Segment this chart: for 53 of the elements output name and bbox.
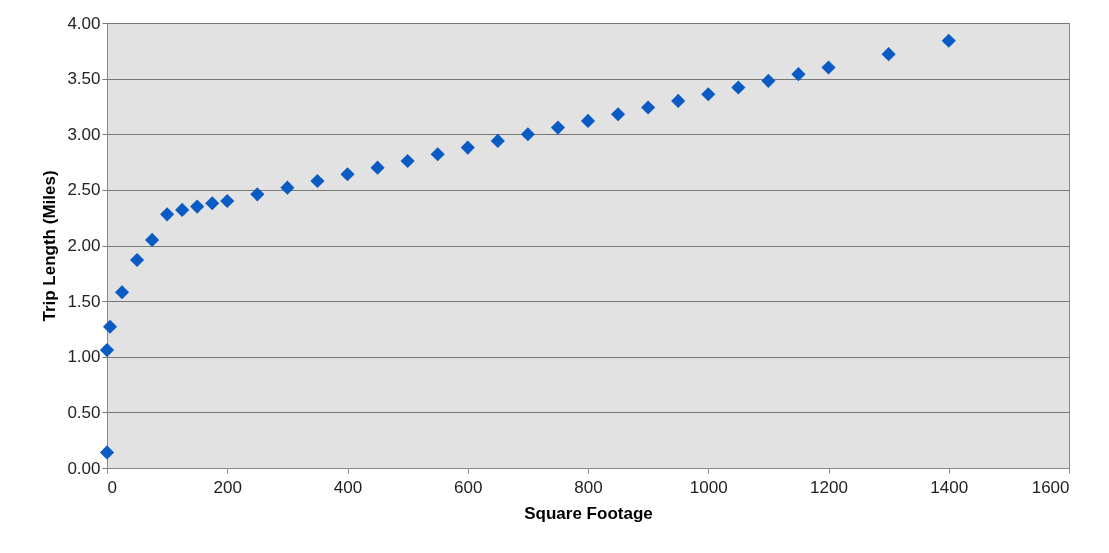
point xyxy=(460,140,475,155)
y-tick-label: 3.00 xyxy=(67,124,101,144)
point xyxy=(701,87,716,102)
point xyxy=(99,343,115,358)
x-axis-title: Square Footage xyxy=(524,503,653,523)
point xyxy=(160,207,175,222)
point xyxy=(881,47,896,62)
point xyxy=(490,133,505,148)
point xyxy=(129,252,145,268)
x-tick-label: 1000 xyxy=(689,477,728,497)
point xyxy=(340,167,355,182)
point xyxy=(220,193,235,209)
point xyxy=(610,107,626,122)
point xyxy=(175,202,190,217)
point xyxy=(641,100,656,115)
y-tick-label: 0.50 xyxy=(67,402,101,422)
x-tick-label: 600 xyxy=(454,477,483,497)
point xyxy=(310,173,325,189)
y-tick-label: 0.00 xyxy=(67,458,101,478)
x-tick-label: 400 xyxy=(333,477,363,497)
y-axis-title: Trip Length (Miles) xyxy=(40,170,60,322)
point xyxy=(520,127,535,142)
point xyxy=(821,60,836,75)
x-tick-label: 1600 xyxy=(1031,477,1070,497)
point xyxy=(671,93,686,108)
point xyxy=(791,67,806,82)
point xyxy=(280,180,295,195)
point xyxy=(941,33,956,48)
y-tick-label: 1.00 xyxy=(67,347,101,367)
x-tick-label: 200 xyxy=(213,477,242,497)
point xyxy=(145,232,160,248)
x-tick-label: 0 xyxy=(107,477,117,497)
point xyxy=(205,196,220,211)
point xyxy=(731,80,746,95)
x-tick-label: 800 xyxy=(574,477,603,497)
point xyxy=(250,187,265,202)
point xyxy=(580,113,596,128)
point xyxy=(550,120,566,135)
point xyxy=(430,147,445,162)
point xyxy=(370,160,385,175)
point xyxy=(114,285,130,300)
y-tick-label: 3.50 xyxy=(67,69,101,89)
x-tick-label: 1200 xyxy=(810,477,848,497)
point xyxy=(400,153,415,169)
point xyxy=(102,319,118,334)
point xyxy=(99,445,115,460)
y-tick-label: 2.50 xyxy=(67,180,101,200)
point xyxy=(190,199,205,214)
y-tick-label: 2.00 xyxy=(67,236,101,255)
x-tick-label: 1400 xyxy=(930,477,969,497)
y-tick-label: 4.00 xyxy=(67,13,101,33)
point xyxy=(761,73,776,88)
y-tick-label: 1.50 xyxy=(67,291,101,311)
